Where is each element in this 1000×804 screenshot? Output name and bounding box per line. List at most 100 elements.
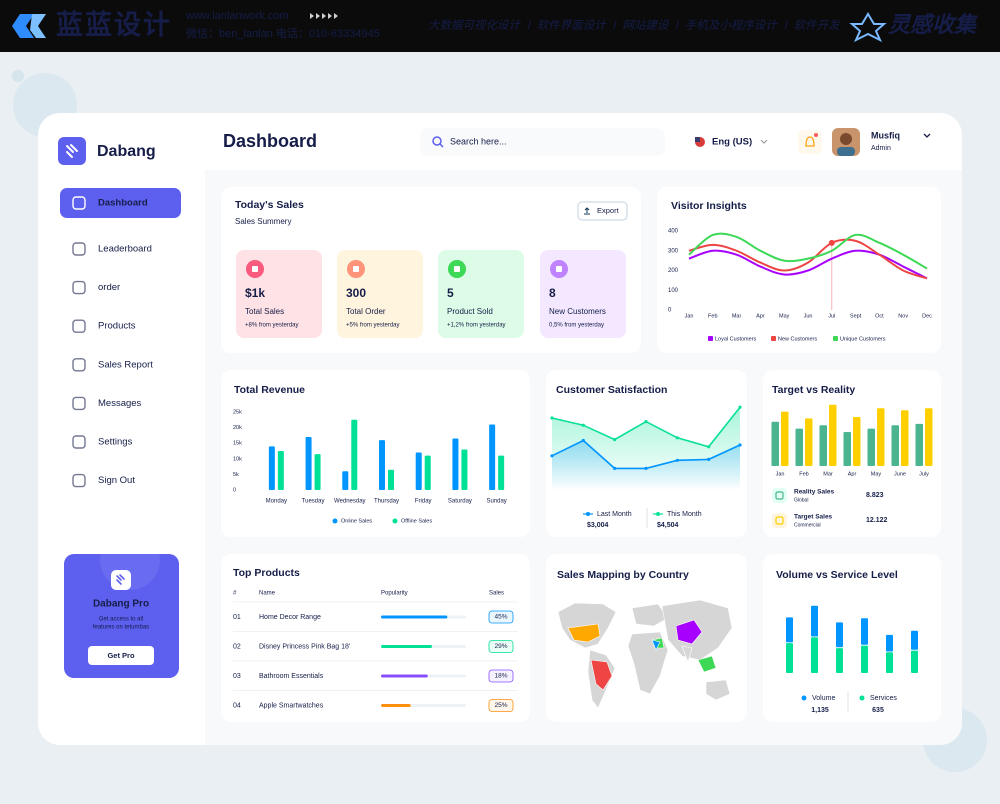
x-tick-label: Friday xyxy=(415,499,432,505)
column-header: Popularity xyxy=(381,591,408,597)
column-header: # xyxy=(233,591,237,597)
x-tick-label: Nov xyxy=(898,313,908,319)
point xyxy=(550,454,554,458)
menu-item[interactable]: Settings xyxy=(98,437,133,448)
menu-icon xyxy=(72,435,86,449)
panel xyxy=(221,370,530,537)
legend-glyph xyxy=(775,491,784,500)
y-tick-label: 300 xyxy=(668,248,679,254)
point xyxy=(550,416,554,420)
bell-icon xyxy=(805,136,815,147)
product-name: Apple Smartwatches xyxy=(259,702,324,709)
promo-glyph xyxy=(116,574,125,585)
y-tick-label: 200 xyxy=(668,268,679,274)
x-tick-label: July xyxy=(919,471,929,477)
panel-title: Total Revenue xyxy=(234,384,305,396)
country xyxy=(590,659,613,691)
promo-button-label: Get Pro xyxy=(107,651,135,660)
menu-active[interactable] xyxy=(60,188,181,218)
bar xyxy=(379,440,385,490)
panel-title: Customer Satisfaction xyxy=(556,384,667,396)
menu-item[interactable]: order xyxy=(98,282,120,293)
rank: 02 xyxy=(233,643,241,650)
avatar-body xyxy=(837,147,855,156)
stat-label: New Customers xyxy=(549,307,606,316)
stat-label: Total Order xyxy=(346,307,386,316)
x-tick-label: Apr xyxy=(756,313,765,319)
banner-service: 软件界面设计 xyxy=(537,19,607,32)
legend-label: Loyal Customers xyxy=(715,336,757,342)
product-name: Disney Princess Pink Bag 18' xyxy=(259,643,350,650)
panel-title: Top Products xyxy=(233,567,300,579)
legend-total: $3,004 xyxy=(587,522,609,529)
country xyxy=(567,623,601,643)
menu-item[interactable]: Dashboard xyxy=(98,198,148,209)
menu-item[interactable]: Sales Report xyxy=(98,359,153,370)
y-tick-label: 400 xyxy=(668,229,679,235)
panel-subtitle: Sales Summery xyxy=(235,217,291,226)
arrow-decor xyxy=(310,13,314,19)
bar xyxy=(342,471,349,490)
stat-value: 300 xyxy=(346,286,366,300)
point xyxy=(613,438,617,442)
x-tick-label: May xyxy=(871,471,882,477)
sales-pill xyxy=(488,640,514,653)
legend-label: Services xyxy=(870,695,897,702)
brand-name: 蓝蓝设计 xyxy=(56,10,172,40)
brand-logo xyxy=(30,14,46,38)
promo-text: Get access to all xyxy=(99,617,143,623)
country xyxy=(681,645,693,663)
x-tick-label: May xyxy=(779,313,790,319)
bar xyxy=(781,411,789,466)
country xyxy=(631,603,669,627)
panel-title: Today's Sales xyxy=(235,199,304,211)
legend-icon xyxy=(772,513,787,528)
menu-item[interactable]: Sign Out xyxy=(98,475,135,486)
bar xyxy=(461,449,468,490)
legend-label: Reality Sales xyxy=(794,489,834,496)
bar xyxy=(314,454,321,490)
bar xyxy=(867,428,875,466)
bar xyxy=(925,408,933,466)
promo-button[interactable] xyxy=(88,646,154,665)
stat-icon-glyph xyxy=(454,266,460,272)
arrow-decor xyxy=(322,13,326,19)
x-tick-label: Jan xyxy=(685,313,694,319)
legend-subtitle: Global xyxy=(794,497,808,503)
bar-segment xyxy=(786,643,793,673)
export-label: Export xyxy=(597,206,620,215)
point xyxy=(707,457,711,461)
stat-icon-glyph xyxy=(556,266,562,272)
column-header: Name xyxy=(259,591,276,597)
x-tick-label: Mar xyxy=(823,471,833,477)
menu-item[interactable]: Messages xyxy=(98,398,142,409)
menu-item[interactable]: Leaderboard xyxy=(98,244,152,255)
menu-item[interactable]: Products xyxy=(98,321,136,332)
line xyxy=(688,249,928,280)
sales-pill xyxy=(488,610,514,624)
stat-label: Total Sales xyxy=(245,307,284,316)
bar xyxy=(901,410,909,466)
export-button[interactable] xyxy=(577,201,628,221)
separator: / xyxy=(676,18,680,32)
legend-label: Target Sales xyxy=(794,514,833,521)
x-tick-label: Saturday xyxy=(448,499,472,505)
y-tick-label: 0 xyxy=(668,308,672,314)
stat-value: $1k xyxy=(245,286,265,300)
search-box[interactable] xyxy=(420,128,665,156)
x-tick-label: Thursday xyxy=(374,499,399,505)
sales-value: 29% xyxy=(494,643,507,650)
bell-button[interactable] xyxy=(798,130,822,154)
x-tick-label: Sept xyxy=(850,313,862,319)
area xyxy=(552,440,740,490)
legend-total: 12.122 xyxy=(866,517,888,524)
language[interactable]: Eng (US) xyxy=(712,137,752,148)
point xyxy=(738,405,742,409)
x-tick-label: Apr xyxy=(848,471,857,477)
x-tick-label: Wednesday xyxy=(334,499,366,505)
x-tick-label: Feb xyxy=(799,471,808,477)
popularity-bar xyxy=(381,674,428,678)
x-tick-label: Mar xyxy=(732,313,742,319)
separator: / xyxy=(613,18,617,32)
